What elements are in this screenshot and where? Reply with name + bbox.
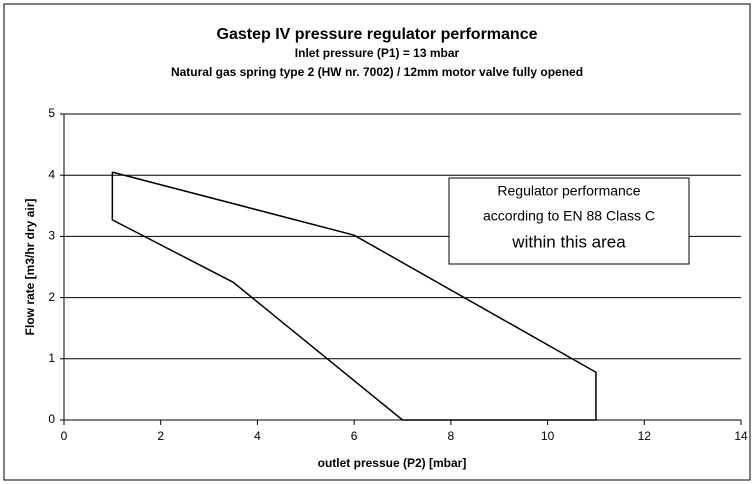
chart-subtitle: Inlet pressure (P1) = 13 mbar [295, 46, 460, 60]
x-tick-label: 8 [448, 429, 455, 443]
y-tick-label: 2 [48, 290, 55, 304]
x-tick-label: 10 [541, 429, 555, 443]
chart-subtitle: Natural gas spring type 2 (HW nr. 7002) … [171, 65, 583, 79]
y-tick-label: 1 [48, 351, 55, 365]
y-tick-label: 5 [48, 106, 55, 120]
chart-title: Gastep IV pressure regulator performance [217, 26, 538, 43]
annotation-text: according to EN 88 Class C [483, 208, 655, 224]
y-tick-label: 0 [48, 412, 55, 426]
x-tick-label: 2 [157, 429, 164, 443]
x-tick-label: 6 [351, 429, 358, 443]
x-tick-label: 14 [734, 429, 748, 443]
x-axis-label: outlet pressue (P2) [mbar] [318, 456, 467, 470]
annotation-text: within this area [511, 232, 626, 251]
y-axis-label: Flow rate [m3/hr dry air] [23, 199, 37, 336]
x-tick-label: 12 [638, 429, 652, 443]
y-tick-label: 3 [48, 229, 55, 243]
y-tick-label: 4 [48, 167, 55, 181]
series-line [111, 171, 597, 421]
annotation-box [448, 177, 690, 265]
x-tick-label: 4 [254, 429, 261, 443]
x-tick-label: 0 [61, 429, 68, 443]
annotation-text: Regulator performance [497, 183, 640, 199]
